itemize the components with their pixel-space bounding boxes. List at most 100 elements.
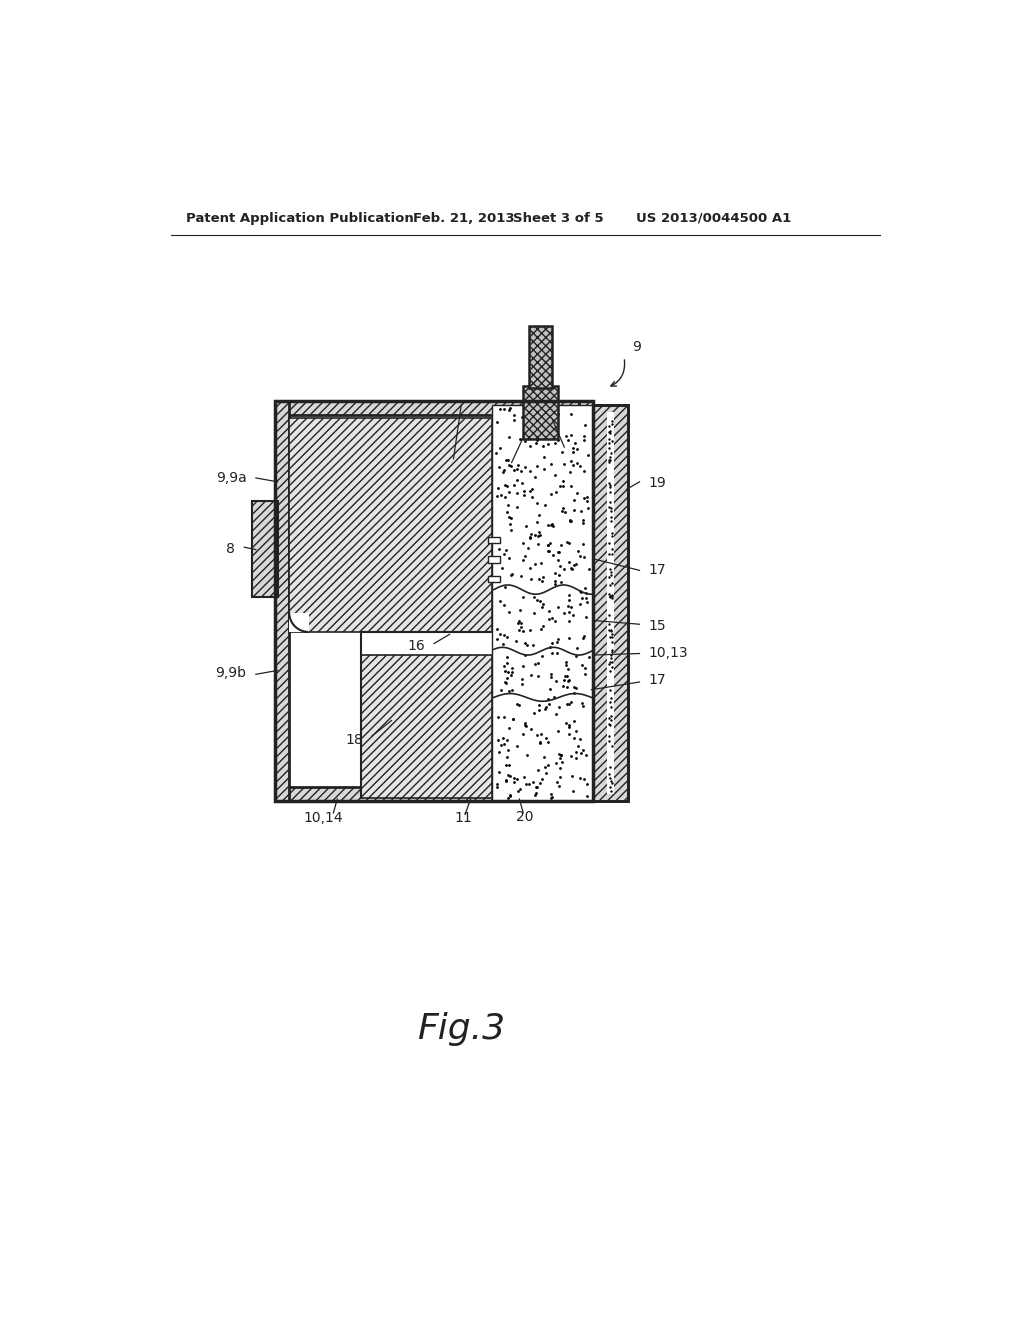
Point <box>536 458 552 479</box>
Point <box>506 475 522 496</box>
Point <box>519 744 536 766</box>
Point <box>602 475 618 496</box>
Point <box>492 741 508 762</box>
Point <box>572 545 589 566</box>
Point <box>603 780 620 801</box>
Point <box>514 586 530 607</box>
Point <box>543 483 559 504</box>
Point <box>579 591 595 612</box>
Bar <box>607 412 614 795</box>
Bar <box>488 557 500 562</box>
Point <box>499 626 515 647</box>
Bar <box>529 326 552 388</box>
Point <box>526 653 543 675</box>
Point <box>542 401 558 422</box>
Point <box>522 527 539 548</box>
Point <box>603 411 620 432</box>
Point <box>604 585 621 606</box>
Point <box>568 483 585 504</box>
Point <box>601 496 617 517</box>
Point <box>524 405 541 426</box>
Bar <box>493 405 593 801</box>
Point <box>492 762 508 783</box>
Point <box>513 461 529 482</box>
Point <box>574 512 591 533</box>
Point <box>600 725 616 746</box>
Point <box>543 667 559 688</box>
Bar <box>593 405 628 801</box>
Point <box>574 533 591 554</box>
Point <box>525 603 542 624</box>
Point <box>574 655 591 676</box>
Point <box>568 721 585 742</box>
Point <box>498 771 514 792</box>
Point <box>535 594 551 615</box>
Text: 16: 16 <box>408 639 425 653</box>
Point <box>529 397 546 418</box>
Point <box>601 544 617 565</box>
Point <box>532 552 549 573</box>
Point <box>493 437 509 458</box>
Point <box>531 521 548 543</box>
Point <box>516 766 532 787</box>
Point <box>502 785 518 807</box>
Point <box>503 564 519 585</box>
Point <box>561 532 578 553</box>
Point <box>603 639 620 660</box>
Point <box>489 774 506 795</box>
Point <box>532 591 549 612</box>
Point <box>602 558 618 579</box>
Point <box>501 507 517 528</box>
Point <box>522 413 539 434</box>
Point <box>603 620 620 642</box>
Text: 9,9a: 9,9a <box>216 471 247 484</box>
Point <box>517 457 534 478</box>
Point <box>494 484 510 506</box>
Point <box>500 661 516 682</box>
Point <box>541 693 557 714</box>
Point <box>540 540 556 561</box>
Point <box>489 706 506 727</box>
Point <box>603 709 620 730</box>
Bar <box>488 576 500 582</box>
Point <box>504 657 520 678</box>
Point <box>601 416 617 437</box>
Point <box>504 680 520 701</box>
Point <box>573 587 590 609</box>
Point <box>542 601 558 622</box>
Point <box>552 475 568 496</box>
Point <box>495 461 511 482</box>
Point <box>561 610 578 631</box>
Point <box>497 708 513 729</box>
Point <box>514 473 530 494</box>
Point <box>501 399 517 420</box>
Point <box>601 614 617 635</box>
Text: 9: 9 <box>632 341 641 354</box>
Point <box>511 611 527 632</box>
Point <box>580 498 596 519</box>
Text: 9,9b: 9,9b <box>216 665 247 680</box>
Point <box>569 540 586 561</box>
Point <box>560 714 577 735</box>
Point <box>534 570 550 591</box>
Point <box>512 777 528 799</box>
Point <box>604 772 621 793</box>
Point <box>604 585 621 606</box>
Point <box>515 620 531 642</box>
Point <box>555 498 571 519</box>
Point <box>572 581 589 602</box>
Point <box>561 723 578 744</box>
Point <box>528 429 545 450</box>
Point <box>573 693 590 714</box>
Point <box>547 573 563 594</box>
Point <box>511 694 527 715</box>
Point <box>501 717 517 738</box>
Point <box>571 729 588 750</box>
Point <box>520 774 537 795</box>
Text: 8: 8 <box>226 541 234 556</box>
Point <box>525 702 542 723</box>
Point <box>561 511 578 532</box>
Point <box>604 656 621 677</box>
Point <box>561 510 578 531</box>
Bar <box>488 537 500 544</box>
